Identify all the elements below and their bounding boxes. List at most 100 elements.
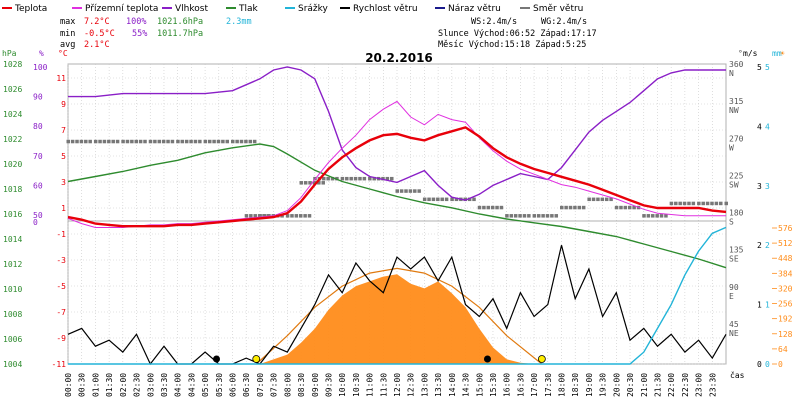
wind-direction-point [303, 214, 307, 218]
axis-time-tick: 16:30 [516, 373, 525, 397]
wind-direction-point [252, 139, 257, 144]
wind-direction-point [385, 176, 390, 181]
wind-direction-point [522, 214, 527, 218]
wind-direction-point [619, 205, 623, 210]
wind-direction-point [427, 197, 431, 202]
sunset-marker [537, 355, 546, 363]
wind-direction-point [312, 181, 317, 185]
axis-time-tick: 18:30 [571, 373, 580, 397]
axis-pressure-tick: 1016 [3, 210, 22, 219]
wind-direction-point [669, 201, 674, 206]
wind-direction-point [604, 197, 609, 202]
axis-pressure-unit: hPa [2, 49, 17, 58]
axis-direction-name: NW [729, 106, 739, 115]
wind-direction-point [490, 205, 495, 210]
wind-direction-point [710, 201, 714, 206]
wind-direction-point [436, 197, 440, 202]
wind-direction-point [125, 139, 130, 144]
axis-time-tick: 19:00 [585, 373, 594, 397]
wind-direction-point [189, 139, 193, 144]
axis-pressure-tick: 1026 [3, 85, 22, 94]
wind-direction-point [198, 139, 202, 144]
wind-direction-point [573, 205, 577, 210]
axis-time-tick: 05:30 [215, 373, 224, 397]
axis-time-tick: 17:30 [544, 373, 553, 397]
wind-direction-point [307, 214, 312, 218]
wind-direction-point [93, 139, 98, 144]
sunrise-marker [252, 355, 261, 363]
wind-direction-point [472, 197, 476, 202]
wind-direction-point [285, 214, 290, 218]
wind-direction-point [121, 139, 125, 144]
axis-solar-tick: 384 [778, 269, 793, 278]
stats-block: max 7.2°C 100% 1021.6hPa 2.3mm min -0.5°… [60, 17, 252, 50]
wind-direction-point [691, 201, 696, 206]
wind-direction-point [225, 139, 230, 144]
axis-solar-tick: 128 [778, 330, 793, 339]
axis-time-tick: 15:30 [489, 373, 498, 397]
axis-temperature-tick: 9 [61, 100, 66, 109]
wind-direction-point [321, 181, 325, 185]
axis-solar-tick: 64 [778, 345, 788, 354]
wind-direction-point [499, 205, 504, 210]
series-temperature-line [67, 126, 727, 228]
axis-wind-tick: 2 [757, 241, 762, 250]
wind-direction-point [527, 214, 531, 218]
moonrise-marker [483, 355, 491, 363]
axis-rain-tick: 4 [765, 122, 770, 131]
axis-wind-unit: m/s [743, 49, 758, 58]
wind-direction-point [413, 189, 417, 193]
wind-direction-point [138, 139, 143, 144]
wind-direction-point [207, 139, 212, 144]
axis-wind-tick: 0 [757, 360, 762, 369]
axis-rain-tick: 5 [765, 63, 770, 72]
wind-direction-point [358, 176, 362, 181]
wind-direction-point [66, 139, 70, 144]
wind-direction-point [486, 205, 491, 210]
axis-time-tick: 03:00 [146, 373, 155, 397]
wind-direction-point [505, 214, 509, 218]
wind-direction-point [148, 139, 153, 144]
wind-direction-point [701, 201, 705, 206]
info-wg: WG:2.4m/s [541, 17, 587, 27]
axis-temperature-tick: 11 [56, 74, 66, 83]
axis-pressure-tick: 1006 [3, 335, 22, 344]
series-humidity-line [68, 66, 726, 201]
wind-direction-point [687, 201, 691, 206]
stat-max-humidity: 100% [126, 17, 146, 27]
wind-direction-point [381, 176, 385, 181]
wind-direction-point [212, 139, 216, 144]
wind-direction-point [157, 139, 162, 144]
wind-direction-point [518, 214, 522, 218]
axis-humidity-tick: 0 [33, 218, 38, 227]
wind-direction-point [249, 214, 253, 218]
wind-direction-point [482, 205, 486, 210]
wind-direction-point [600, 197, 605, 202]
wind-direction-point [362, 176, 367, 181]
legend-label: Teplota [14, 4, 47, 14]
info-sun: Slunce Východ:06:52 Západ:17:17 [438, 29, 597, 39]
wind-direction-point [75, 139, 79, 144]
wind-direction-point [345, 176, 349, 181]
wind-direction-point [509, 214, 514, 218]
stat-max-rain: 2.3mm [226, 17, 252, 27]
wind-direction-point [646, 214, 651, 218]
wind-direction-point [143, 139, 147, 144]
axis-time-tick: 01:00 [91, 373, 100, 397]
legend-label: Přízemní teplota [85, 4, 158, 14]
axis-rain-tick: 3 [765, 182, 770, 191]
wind-direction-point [298, 214, 303, 218]
axis-solar-tick: 448 [778, 254, 793, 263]
axis-rain-tick: 1 [765, 301, 770, 310]
wind-direction-point [450, 197, 454, 202]
wind-direction-point [454, 197, 459, 202]
axis-humidity-unit: % [39, 49, 44, 58]
wind-direction-point [107, 139, 111, 144]
legend-label: Srážky [298, 4, 329, 14]
axis-time-tick: 22:30 [681, 373, 690, 397]
stat-avg-temp: 2.1°C [84, 40, 110, 50]
axis-temperature-tick: 1 [61, 204, 66, 213]
axis-time-tick: 04:30 [187, 373, 196, 397]
stat-max-label: max [60, 17, 75, 27]
